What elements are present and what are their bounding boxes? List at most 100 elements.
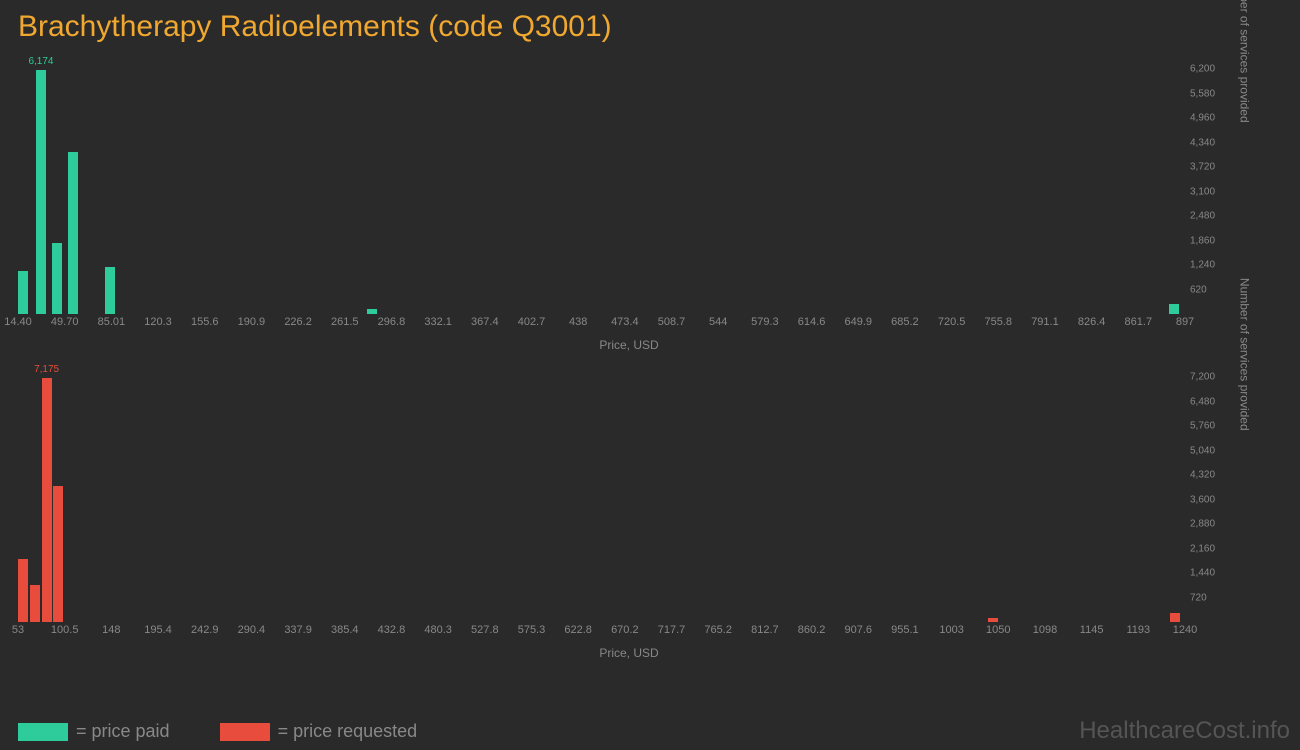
x-tick: 955.1 [891, 624, 919, 636]
legend-text-requested: = price requested [278, 721, 418, 742]
x-tick: 861.7 [1125, 316, 1153, 328]
x-tick: 53 [12, 624, 24, 636]
x-tick: 527.8 [471, 624, 499, 636]
y-tick: 720 [1190, 592, 1207, 603]
x-tick: 1193 [1126, 624, 1150, 636]
legend-text-paid: = price paid [76, 721, 170, 742]
chart-bar [367, 309, 377, 314]
y-tick: 4,960 [1190, 113, 1215, 124]
legend-item-requested: = price requested [220, 721, 418, 742]
y-tick: 5,040 [1190, 445, 1215, 456]
x-tick: 1240 [1173, 624, 1197, 636]
x-tick: 614.6 [798, 316, 826, 328]
chart-requested: 7,175 720 1,440 2,160 2,880 3,600 4,320 5,040 5… [18, 377, 1240, 622]
x-tick: 826.4 [1078, 316, 1106, 328]
y-axis-paid: 6201,2401,8602,4803,1003,7204,3404,9605,… [1190, 69, 1240, 314]
y-tick: 5,580 [1190, 88, 1215, 99]
x-tick: 100.5 [51, 624, 79, 636]
y-tick: 1,440 [1190, 568, 1215, 579]
x-tick: 755.8 [985, 316, 1013, 328]
x-axis-paid: 14.4049.7085.01120.3155.6190.9226.2261.5… [18, 316, 1240, 334]
x-tick: 385.4 [331, 624, 359, 636]
y-tick: 6,480 [1190, 396, 1215, 407]
y-tick: 2,160 [1190, 543, 1215, 554]
y-tick: 5,760 [1190, 421, 1215, 432]
x-tick: 85.01 [98, 316, 126, 328]
x-tick: 367.4 [471, 316, 499, 328]
x-tick: 480.3 [424, 624, 452, 636]
x-tick: 195.4 [144, 624, 172, 636]
x-tick: 897 [1176, 316, 1194, 328]
chart-bar [18, 559, 28, 622]
x-tick: 296.8 [378, 316, 406, 328]
charts-wrapper: 6,174 6201,2401,8602,4803,1003,7204,3404… [18, 69, 1240, 660]
y-tick: 4,320 [1190, 470, 1215, 481]
x-tick: 438 [569, 316, 587, 328]
chart-bar [30, 585, 40, 622]
x-tick: 120.3 [144, 316, 172, 328]
chart-bar [68, 152, 78, 314]
x-tick: 907.6 [844, 624, 872, 636]
x-tick: 337.9 [284, 624, 312, 636]
x-tick: 226.2 [284, 316, 312, 328]
bar-value-label: 7,175 [34, 364, 59, 375]
x-label-requested: Price, USD [18, 646, 1240, 660]
x-tick: 575.3 [518, 624, 546, 636]
x-tick: 402.7 [518, 316, 546, 328]
legend: = price paid = price requested [18, 721, 417, 742]
y-tick: 3,600 [1190, 494, 1215, 505]
x-tick: 1003 [939, 624, 963, 636]
x-tick: 544 [709, 316, 727, 328]
x-label-paid: Price, USD [18, 338, 1240, 352]
chart-bar [1169, 304, 1179, 314]
x-tick: 148 [102, 624, 120, 636]
y-tick: 1,860 [1190, 235, 1215, 246]
chart-bar [988, 618, 998, 622]
bar-value-label: 6,174 [28, 56, 53, 67]
y-tick: 4,340 [1190, 137, 1215, 148]
x-tick: 1098 [1033, 624, 1057, 636]
x-tick: 720.5 [938, 316, 966, 328]
plot-area-requested: 7,175 [18, 377, 1185, 622]
x-tick: 812.7 [751, 624, 779, 636]
y-label-paid: Number of services provided [1238, 0, 1252, 122]
chart-bar [105, 267, 115, 314]
y-tick: 2,880 [1190, 519, 1215, 530]
chart-bar [53, 486, 63, 622]
x-tick: 765.2 [704, 624, 732, 636]
x-tick: 155.6 [191, 316, 219, 328]
x-tick: 14.40 [4, 316, 32, 328]
y-axis-requested: 720 1,440 2,160 2,880 3,600 4,320 5,040 5,760 6,… [1190, 377, 1240, 622]
chart-bar [36, 70, 46, 314]
x-tick: 190.9 [238, 316, 266, 328]
y-tick: 2,480 [1190, 211, 1215, 222]
x-tick: 1050 [986, 624, 1010, 636]
chart-bar [42, 378, 52, 622]
x-tick: 473.4 [611, 316, 639, 328]
plot-area-paid: 6,174 [18, 69, 1185, 314]
watermark: HealthcareCost.info [1079, 717, 1290, 745]
y-tick: 1,240 [1190, 260, 1215, 271]
x-tick: 791.1 [1031, 316, 1059, 328]
y-tick: 7,200 [1190, 372, 1215, 383]
x-tick: 860.2 [798, 624, 826, 636]
x-tick: 242.9 [191, 624, 219, 636]
legend-swatch-requested [220, 723, 270, 741]
x-tick: 261.5 [331, 316, 359, 328]
x-tick: 432.8 [378, 624, 406, 636]
x-tick: 290.4 [238, 624, 266, 636]
chart-bar [1170, 613, 1180, 622]
chart-bar [18, 271, 28, 314]
chart-paid: 6,174 6201,2401,8602,4803,1003,7204,3404… [18, 69, 1240, 314]
x-tick: 685.2 [891, 316, 919, 328]
x-tick: 1145 [1080, 624, 1104, 636]
x-axis-requested: 53100.5148195.4242.9290.4337.9385.4432.8… [18, 624, 1240, 642]
x-tick: 332.1 [424, 316, 452, 328]
chart-bar [52, 243, 62, 314]
x-tick: 670.2 [611, 624, 639, 636]
y-tick: 3,100 [1190, 186, 1215, 197]
x-tick: 508.7 [658, 316, 686, 328]
y-tick: 620 [1190, 284, 1207, 295]
x-tick: 649.9 [844, 316, 872, 328]
y-label-requested: Number of services provided [1238, 277, 1252, 430]
